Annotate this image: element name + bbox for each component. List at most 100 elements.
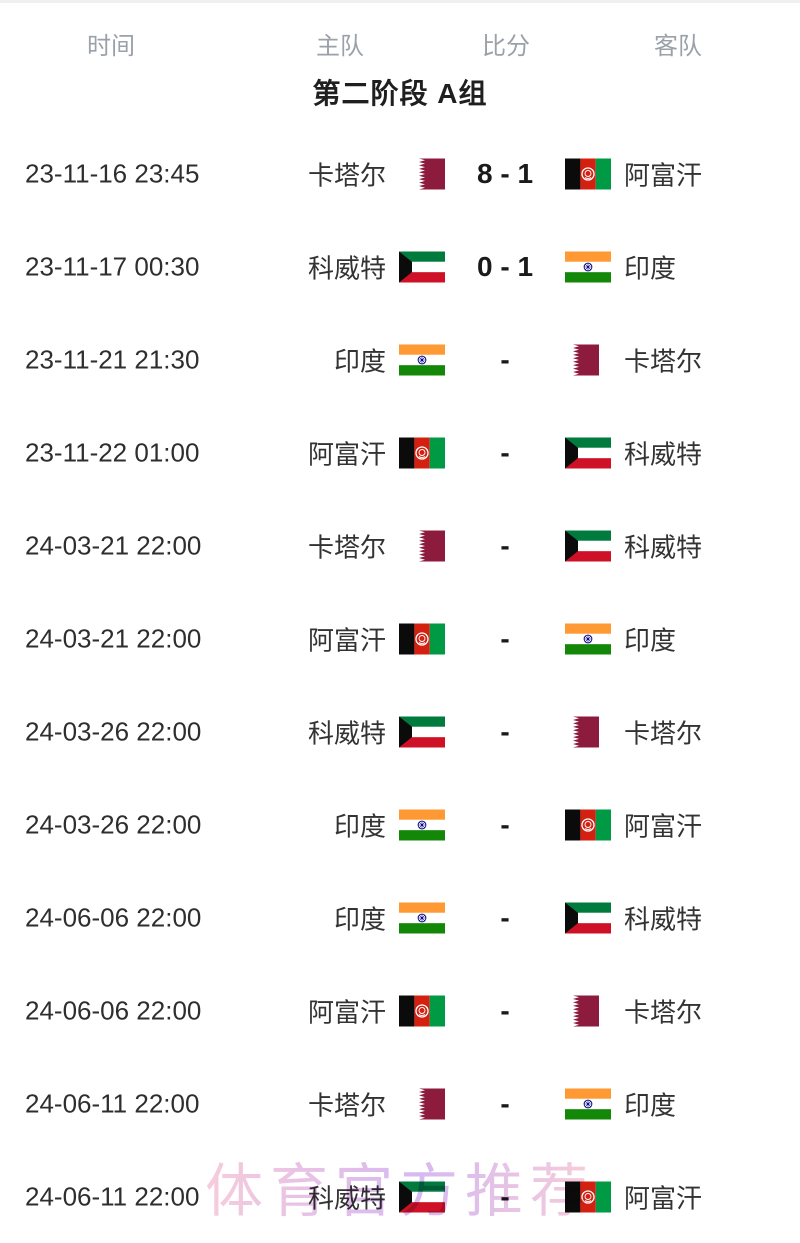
qatar-flag-icon [399,530,445,561]
column-header-home: 主队 [316,33,364,60]
match-row[interactable]: 24-03-21 22:00 阿富汗 - 印度 [0,592,800,685]
away-team: 印度 [565,620,676,657]
match-row[interactable]: 23-11-16 23:45 卡塔尔 8 - 1 阿富汗 [0,127,800,220]
match-time: 24-03-21 22:00 [25,530,202,560]
match-time: 24-03-21 22:00 [25,623,202,653]
india-flag-icon [399,902,445,933]
india-flag-icon [565,1088,611,1119]
match-score: - [500,343,510,375]
afghanistan-flag-icon [565,158,611,189]
home-team: 阿富汗 [308,434,445,471]
match-score: - [500,808,510,840]
home-team-name: 阿富汗 [307,997,386,1027]
home-team-name: 阿富汗 [307,439,386,469]
away-team-name: 卡塔尔 [624,718,703,748]
match-time: 24-06-11 22:00 [25,1088,200,1118]
match-score: - [500,1087,510,1119]
match-score: - [500,994,510,1026]
qatar-flag-icon [399,1088,445,1119]
match-row[interactable]: 24-06-11 22:00 科威特 - 阿富汗 [0,1150,800,1243]
home-team: 印度 [334,341,445,378]
column-header-away: 客队 [654,33,702,60]
away-team-name: 科威特 [624,904,703,934]
match-time: 23-11-16 23:45 [25,158,200,188]
home-team: 印度 [334,899,445,936]
match-score: - [500,622,510,654]
india-flag-icon [399,344,445,375]
away-team: 阿富汗 [565,806,702,843]
qatar-flag-icon [565,344,611,375]
home-team: 印度 [334,806,445,843]
away-team-name: 科威特 [624,439,703,469]
kuwait-flag-icon [565,902,611,933]
away-team-name: 卡塔尔 [624,997,703,1027]
home-team: 阿富汗 [308,992,445,1029]
kuwait-flag-icon [565,530,611,561]
stage-title: 第二阶段 A组 [312,78,488,109]
match-row[interactable]: 24-06-11 22:00 卡塔尔 - 印度 [0,1057,800,1150]
home-team-name: 印度 [333,811,386,841]
afghanistan-flag-icon [565,809,611,840]
match-row[interactable]: 24-03-21 22:00 卡塔尔 - 科威特 [0,499,800,592]
kuwait-flag-icon [399,716,445,747]
away-team: 科威特 [565,434,702,471]
home-team: 阿富汗 [308,620,445,657]
india-flag-icon [565,623,611,654]
away-team-name: 印度 [624,253,677,283]
match-time: 23-11-17 00:30 [25,251,200,281]
away-team: 印度 [565,1085,676,1122]
column-header-score: 比分 [482,33,530,60]
away-team-name: 印度 [624,1090,677,1120]
match-score: - [500,529,510,561]
kuwait-flag-icon [399,251,445,282]
match-time: 24-03-26 22:00 [25,809,202,839]
away-team-name: 阿富汗 [624,811,703,841]
afghanistan-flag-icon [399,995,445,1026]
qatar-flag-icon [399,158,445,189]
match-score: 0 - 1 [476,250,534,282]
home-team-name: 科威特 [307,718,386,748]
away-team-name: 阿富汗 [624,160,703,190]
india-flag-icon [565,251,611,282]
away-team: 阿富汗 [565,1178,702,1215]
home-team-name: 科威特 [307,1183,386,1213]
kuwait-flag-icon [399,1181,445,1212]
away-team-name: 卡塔尔 [624,346,703,376]
home-team: 科威特 [308,1178,445,1215]
away-team-name: 阿富汗 [624,1183,703,1213]
match-time: 23-11-21 21:30 [25,344,200,374]
match-time: 24-06-06 22:00 [25,995,202,1025]
match-score: 8 - 1 [476,157,534,189]
match-row[interactable]: 24-06-06 22:00 阿富汗 - 卡塔尔 [0,964,800,1057]
home-team-name: 卡塔尔 [307,532,386,562]
away-team-name: 印度 [624,625,677,655]
match-row[interactable]: 23-11-22 01:00 阿富汗 - 科威特 [0,406,800,499]
home-team: 卡塔尔 [308,527,445,564]
match-list: 23-11-16 23:45 卡塔尔 8 - 1 阿富汗 23-11-17 00… [0,127,800,1243]
qatar-flag-icon [565,716,611,747]
qatar-flag-icon [565,995,611,1026]
match-score: - [500,901,510,933]
away-team: 科威特 [565,899,702,936]
match-row[interactable]: 23-11-21 21:30 印度 - 卡塔尔 [0,313,800,406]
match-time: 24-06-06 22:00 [25,902,202,932]
home-team: 科威特 [308,713,445,750]
match-time: 24-03-26 22:00 [25,716,202,746]
top-divider [0,0,800,3]
home-team-name: 阿富汗 [307,625,386,655]
match-row[interactable]: 24-06-06 22:00 印度 - 科威特 [0,871,800,964]
column-header-time: 时间 [87,33,135,60]
away-team: 卡塔尔 [565,992,702,1029]
match-score: - [500,436,510,468]
afghanistan-flag-icon [565,1181,611,1212]
home-team: 科威特 [308,248,445,285]
match-row[interactable]: 24-03-26 22:00 印度 - 阿富汗 [0,778,800,871]
match-time: 24-06-11 22:00 [25,1181,200,1211]
match-row[interactable]: 23-11-17 00:30 科威特 0 - 1 印度 [0,220,800,313]
afghanistan-flag-icon [399,437,445,468]
away-team: 卡塔尔 [565,713,702,750]
match-row[interactable]: 24-03-26 22:00 科威特 - 卡塔尔 [0,685,800,778]
away-team: 卡塔尔 [565,341,702,378]
india-flag-icon [399,809,445,840]
away-team: 印度 [565,248,676,285]
